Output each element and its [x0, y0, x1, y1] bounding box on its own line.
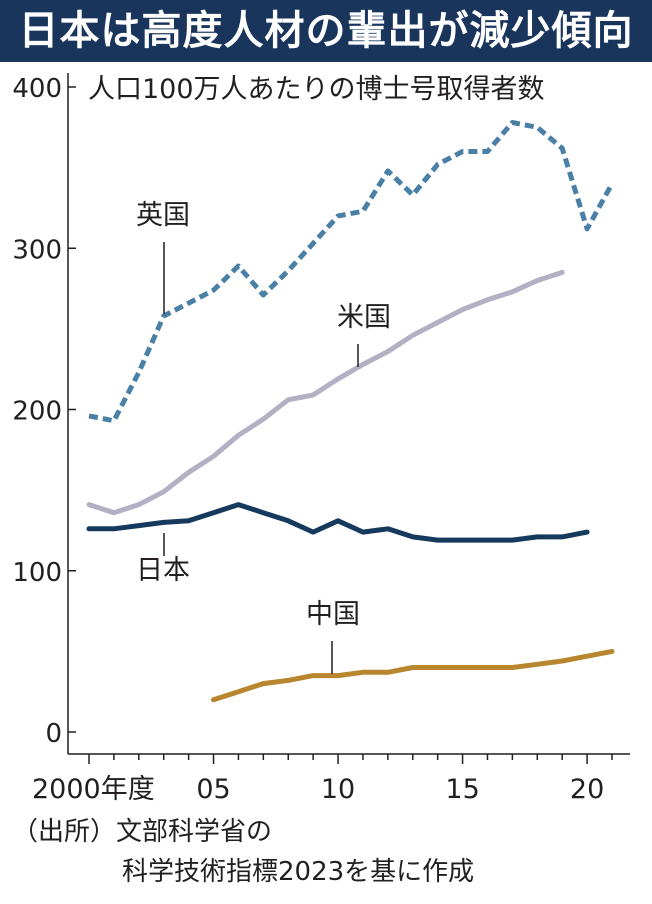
y-tick-label: 400: [12, 74, 62, 104]
series-lines: [86, 120, 615, 703]
x-tick-label: 15: [445, 774, 479, 805]
x-tick-label: 05: [196, 774, 230, 805]
y-tick-label: 0: [45, 719, 62, 749]
source-note: （出所）文部科学省の 科学技術指標2023を基に作成: [12, 812, 474, 892]
source-line-2: 科学技術指標2023を基に作成: [122, 857, 475, 887]
y-tick-label: 200: [12, 397, 62, 427]
source-line-1: （出所）文部科学省の: [12, 817, 273, 847]
line-chart: 人口100万人あたりの博士号取得者数 0 100 200 300 400 2000年度 05…: [12, 73, 630, 805]
x-tick-label: 10: [321, 774, 355, 805]
series-label-japan: 日本: [136, 555, 190, 586]
series-line-japan: [86, 502, 590, 543]
series-label-uk: 英国: [136, 200, 190, 231]
y-tick-label: 300: [12, 235, 62, 265]
x-tick-label: 20: [570, 774, 604, 805]
series-line-uk: [88, 120, 615, 424]
y-tick-label: 100: [12, 558, 62, 588]
series-line-us: [86, 269, 565, 516]
chart-subtitle: 人口100万人あたりの博士号取得者数: [88, 74, 545, 105]
series-label-us: 米国: [337, 302, 391, 333]
x-tick-label: 2000年度: [32, 774, 155, 805]
chart-title: 日本は高度人材の輩出が減少傾向: [0, 0, 652, 62]
series-line-china: [211, 648, 615, 703]
axes: 0 100 200 300 400 2000年度 05 10 15 20: [12, 73, 630, 805]
series-label-china: 中国: [306, 599, 360, 630]
